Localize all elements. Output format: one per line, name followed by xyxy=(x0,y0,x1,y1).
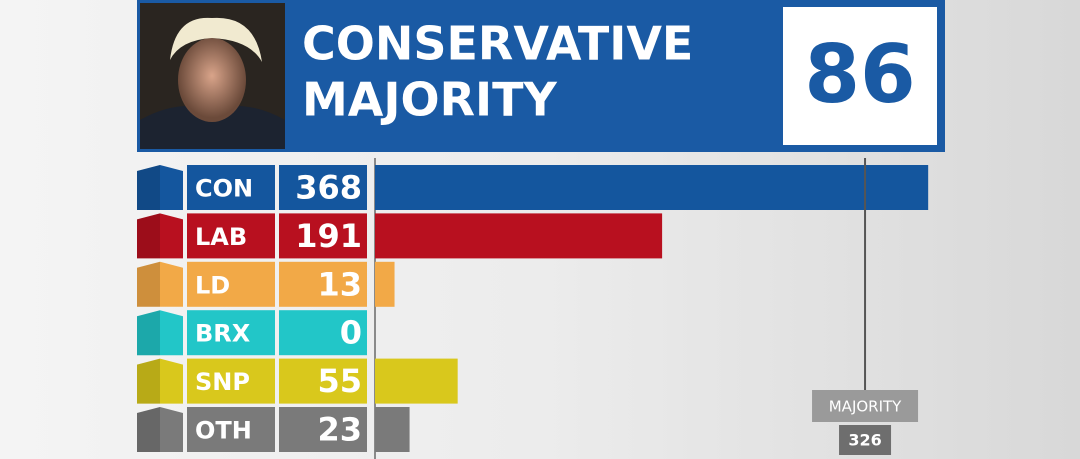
value-label: 55 xyxy=(317,362,362,400)
headline-box xyxy=(783,7,937,145)
name-box xyxy=(187,407,275,452)
bar xyxy=(375,358,458,404)
bar xyxy=(375,165,929,210)
party-icon xyxy=(137,213,183,259)
category-label: SNP xyxy=(195,368,250,396)
majority-label: MAJORITY xyxy=(829,398,902,416)
party-icon xyxy=(137,407,183,452)
party-icon-shade xyxy=(137,407,160,452)
party-icon xyxy=(137,310,183,356)
value-box xyxy=(279,310,367,356)
name-box xyxy=(187,261,275,307)
party-icon-shade xyxy=(137,165,160,210)
category-label: OTH xyxy=(195,417,252,445)
party-icon-shade xyxy=(137,261,160,307)
category-label: LAB xyxy=(195,223,247,251)
name-box xyxy=(187,165,275,210)
name-box xyxy=(187,213,275,259)
party-icon xyxy=(137,165,183,210)
bar xyxy=(375,407,410,452)
party-icon-shade xyxy=(137,213,160,259)
majority-value-box xyxy=(839,425,892,455)
value-label: 23 xyxy=(317,411,362,449)
value-box xyxy=(279,165,367,210)
value-label: 13 xyxy=(317,265,362,303)
party-icon xyxy=(137,358,183,404)
headline-title: CONSERVATIVE xyxy=(302,17,693,71)
headline-title: MAJORITY xyxy=(302,73,558,127)
value-label: 191 xyxy=(295,217,362,255)
value-label: 368 xyxy=(295,169,362,207)
value-box xyxy=(279,261,367,307)
name-box xyxy=(187,310,275,356)
bar xyxy=(375,213,663,259)
value-label: 0 xyxy=(340,314,362,352)
bar xyxy=(375,261,395,307)
majority-value: 326 xyxy=(848,431,881,450)
photo xyxy=(140,3,285,149)
category-label: CON xyxy=(195,175,253,203)
party-icon xyxy=(137,261,183,307)
party-icon-shade xyxy=(137,310,160,356)
value-box xyxy=(279,358,367,404)
value-box xyxy=(279,213,367,259)
name-box xyxy=(187,358,275,404)
category-label: BRX xyxy=(195,320,251,348)
value-box xyxy=(279,407,367,452)
party-icon-shade xyxy=(137,358,160,404)
headline-value: 86 xyxy=(804,28,915,121)
category-label: LD xyxy=(195,271,230,299)
majority-label-box xyxy=(812,390,919,422)
